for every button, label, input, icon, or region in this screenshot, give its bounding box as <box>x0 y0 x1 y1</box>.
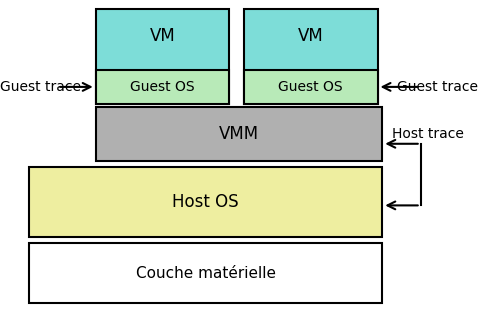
Text: Guest trace: Guest trace <box>397 80 478 94</box>
Text: Guest OS: Guest OS <box>278 80 343 94</box>
Bar <box>96 107 382 161</box>
Text: Guest trace: Guest trace <box>0 80 81 94</box>
Text: VM: VM <box>150 27 175 45</box>
Bar <box>96 9 229 104</box>
Text: VM: VM <box>298 27 324 45</box>
Bar <box>29 243 382 303</box>
Bar <box>244 70 378 104</box>
Text: VMM: VMM <box>219 125 259 143</box>
Bar <box>29 167 382 237</box>
Text: Host trace: Host trace <box>392 127 464 141</box>
Text: Couche matérielle: Couche matérielle <box>136 266 275 281</box>
Bar <box>244 9 378 104</box>
Text: Host OS: Host OS <box>172 193 239 211</box>
Bar <box>96 70 229 104</box>
Text: Guest OS: Guest OS <box>130 80 195 94</box>
